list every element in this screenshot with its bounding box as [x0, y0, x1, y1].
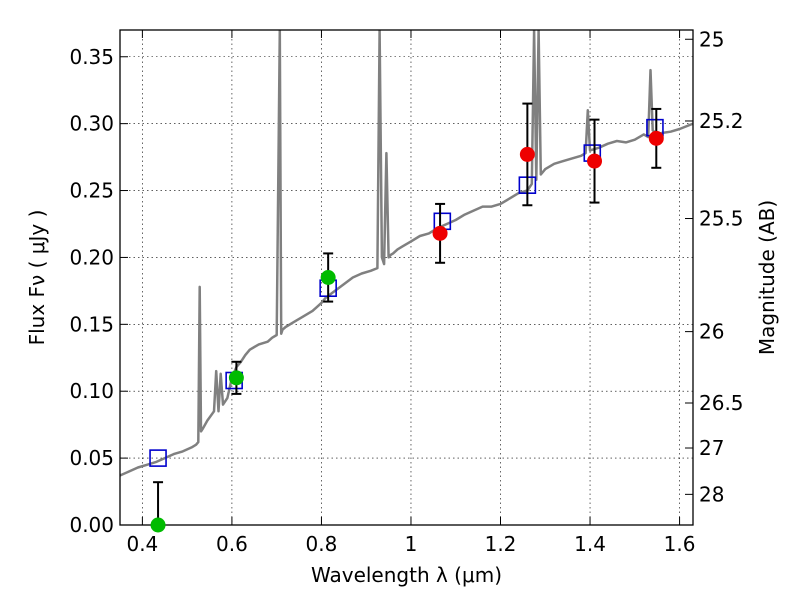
- y2-tick-label: 25: [699, 27, 724, 51]
- y2-tick-label: 27: [699, 436, 724, 460]
- y-tick-label: 0.20: [69, 245, 114, 269]
- y-tick-label: 0.25: [69, 179, 114, 203]
- y-tick-label: 0.35: [69, 45, 114, 69]
- observed-flux-point: [587, 153, 603, 169]
- y-axis: 0.00 0.05 0.10 0.15 0.20 0.25 0.30 0.35: [69, 45, 128, 537]
- y-tick-label: 0.30: [69, 112, 114, 136]
- observed-flux-point: [320, 270, 336, 285]
- y-tick-label: 0.10: [69, 379, 114, 403]
- observed-flux-point: [228, 370, 244, 386]
- observed-flux-point: [150, 517, 166, 533]
- x-tick-label: 1.2: [485, 532, 517, 556]
- y2-tick-label: 25.5: [699, 207, 744, 231]
- x-tick-label: 0.6: [216, 532, 248, 556]
- y2-axis-title: Magnitude (AB): [755, 200, 779, 355]
- y-tick-label: 0.15: [69, 312, 114, 336]
- y2-tick-label: 26: [699, 320, 724, 344]
- plot-area: [120, 30, 693, 477]
- plot-frame: [119, 29, 694, 526]
- x-tick-label: 1.6: [664, 532, 696, 556]
- data-marks: [149, 102, 664, 533]
- x-axis: 0.4 0.6 0.8 1 1.2 1.4 1.6: [126, 30, 695, 556]
- y2-axis: 25 25.2 25.5 26 26.5 27 28: [685, 27, 744, 506]
- x-tick-label: 1.4: [574, 532, 606, 556]
- model-flux-square: [149, 449, 167, 467]
- y2-tick-label: 25.2: [699, 109, 744, 133]
- y-tick-label: 0.00: [69, 513, 114, 537]
- y-axis-title: Flux Fν ( μJy ): [25, 210, 49, 346]
- x-axis-title: Wavelength λ (μm): [311, 563, 502, 587]
- observed-flux-point: [648, 130, 664, 146]
- observed-flux-point: [432, 225, 448, 241]
- y2-tick-label: 26.5: [699, 391, 744, 415]
- y-tick-label: 0.05: [69, 446, 114, 470]
- model-spectrum-line: [120, 30, 693, 477]
- grid-lines: [120, 30, 693, 526]
- observed-flux-point: [519, 146, 535, 162]
- y2-tick-label: 28: [699, 482, 724, 506]
- x-tick-label: 0.8: [306, 532, 338, 556]
- x-tick-label: 0.4: [126, 532, 158, 556]
- x-tick-label: 1: [405, 532, 418, 556]
